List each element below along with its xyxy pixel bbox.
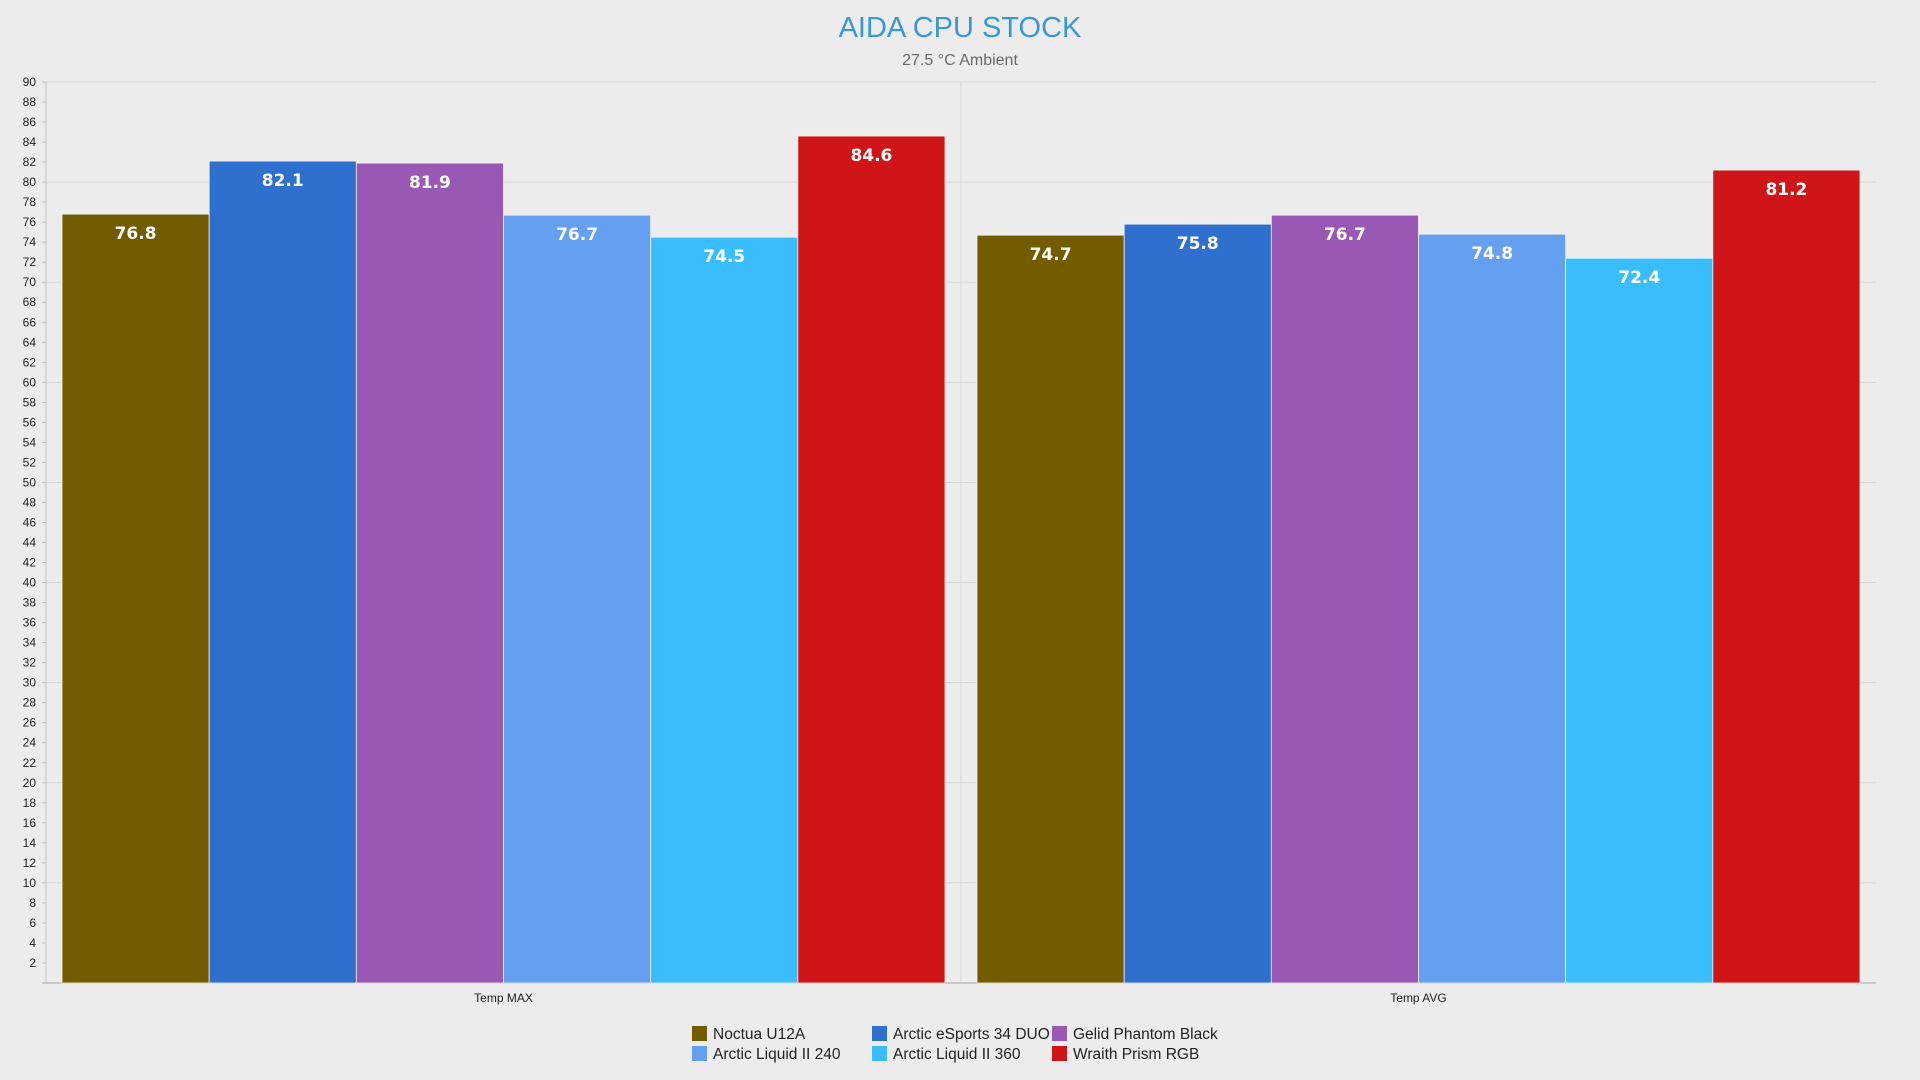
- bar: [1712, 169, 1861, 984]
- bar: [355, 162, 504, 984]
- y-tick-label: 8: [29, 896, 36, 910]
- data-label: 75.8: [1177, 234, 1219, 254]
- legend-swatch: [872, 1026, 887, 1041]
- legend-label: Arctic Liquid II 360: [893, 1046, 1021, 1063]
- bar: [61, 213, 210, 984]
- legend-swatch: [1052, 1046, 1067, 1061]
- y-tick-label: 22: [23, 756, 37, 770]
- y-tick-label: 38: [23, 596, 37, 610]
- legend-label: Arctic Liquid II 240: [713, 1046, 841, 1063]
- y-tick-label: 78: [23, 195, 37, 209]
- legend-label: Noctua U12A: [713, 1026, 806, 1043]
- y-tick-label: 82: [23, 155, 37, 169]
- x-tick-label: Temp MAX: [474, 991, 533, 1005]
- bar: [1270, 214, 1419, 984]
- y-tick-label: 32: [23, 656, 37, 670]
- chart-subtitle: 27.5 °C Ambient: [902, 52, 1018, 69]
- y-tick-label: 16: [23, 816, 37, 830]
- bar: [1123, 223, 1272, 984]
- y-tick-label: 68: [23, 295, 37, 309]
- y-tick-label: 12: [23, 856, 37, 870]
- bar: [1418, 233, 1567, 984]
- chart-title: AIDA CPU STOCK: [839, 12, 1082, 44]
- data-label: 74.5: [703, 247, 745, 267]
- data-label: 74.7: [1030, 245, 1072, 265]
- y-tick-label: 46: [23, 515, 37, 529]
- bar: [208, 160, 357, 984]
- data-label: 74.8: [1471, 244, 1513, 264]
- y-tick-label: 34: [23, 636, 37, 650]
- y-tick-label: 26: [23, 716, 37, 730]
- y-tick-label: 18: [23, 796, 37, 810]
- y-tick-label: 86: [23, 115, 37, 129]
- y-tick-label: 42: [23, 556, 37, 570]
- y-tick-label: 14: [23, 836, 37, 850]
- y-tick-label: 6: [29, 916, 36, 930]
- y-tick-label: 58: [23, 395, 37, 409]
- legend: Noctua U12A Arctic eSports 34 DUO Gelid Ph…: [692, 1026, 1218, 1063]
- legend-swatch: [692, 1026, 707, 1041]
- bar: [797, 135, 946, 984]
- data-label: 81.9: [409, 173, 451, 193]
- y-tick-label: 2: [29, 956, 36, 970]
- bar: [976, 234, 1125, 984]
- y-tick-label: 60: [23, 375, 37, 389]
- y-tick-label: 48: [23, 495, 37, 509]
- y-tick-label: 76: [23, 215, 37, 229]
- legend-swatch: [1052, 1026, 1067, 1041]
- x-tick-label: Temp AVG: [1390, 991, 1446, 1005]
- y-tick-label: 56: [23, 415, 37, 429]
- y-tick-label: 66: [23, 315, 37, 329]
- y-tick-label: 88: [23, 95, 37, 109]
- y-tick-label: 4: [29, 936, 36, 950]
- y-tick-label: 30: [23, 676, 37, 690]
- y-tick-label: 90: [23, 75, 37, 89]
- data-label: 72.4: [1618, 268, 1660, 288]
- bar: [1565, 257, 1714, 984]
- data-label: 76.7: [1324, 225, 1366, 245]
- data-label: 81.2: [1765, 180, 1807, 200]
- y-tick-label: 84: [23, 135, 37, 149]
- y-tick-label: 70: [23, 275, 37, 289]
- legend-label: Wraith Prism RGB: [1073, 1046, 1199, 1063]
- data-label: 76.7: [556, 225, 598, 245]
- data-label: 76.8: [115, 224, 157, 244]
- data-labels: 76.8 82.1 81.9 76.7 74.5 84.6 74.7 75.8 76.7 74.8…: [115, 146, 1808, 288]
- y-tick-label: 64: [23, 335, 37, 349]
- legend-swatch: [692, 1046, 707, 1061]
- bar: [503, 214, 652, 984]
- y-tick-label: 10: [23, 876, 37, 890]
- y-tick-label: 20: [23, 776, 37, 790]
- y-tick-label: 52: [23, 455, 37, 469]
- y-tick-label: 72: [23, 255, 37, 269]
- data-label: 82.1: [262, 171, 304, 191]
- y-tick-label: 80: [23, 175, 37, 189]
- legend-swatch: [872, 1046, 887, 1061]
- y-tick-label: 28: [23, 696, 37, 710]
- y-tick-label: 50: [23, 475, 37, 489]
- bars: [61, 135, 1861, 984]
- bar: [650, 236, 799, 984]
- y-tick-label: 44: [23, 536, 37, 550]
- y-tick-label: 62: [23, 355, 37, 369]
- data-label: 84.6: [850, 146, 892, 166]
- y-tick-label: 36: [23, 616, 37, 630]
- legend-label: Arctic eSports 34 DUO: [893, 1026, 1050, 1043]
- y-tick-label: 54: [23, 435, 37, 449]
- legend-label: Gelid Phantom Black: [1073, 1026, 1218, 1043]
- y-tick-label: 40: [23, 576, 37, 590]
- y-tick-label: 74: [23, 235, 37, 249]
- y-tick-label: 24: [23, 736, 37, 750]
